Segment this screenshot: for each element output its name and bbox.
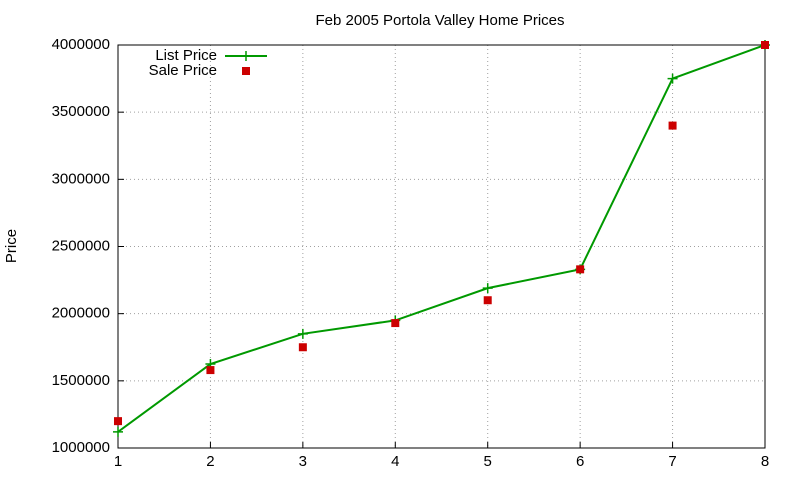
point [113, 426, 123, 437]
point [576, 265, 585, 274]
y-tick-label: 4000000 [52, 36, 110, 53]
legend-marker [241, 51, 251, 61]
x-tick-label: 6 [576, 453, 584, 470]
x-tick-label: 2 [206, 453, 214, 470]
point [391, 319, 400, 328]
chart-title: Feb 2005 Portola Valley Home Prices [315, 12, 564, 29]
point [761, 41, 769, 49]
y-tick-label: 2500000 [52, 237, 110, 254]
y-tick-label: 3000000 [52, 170, 110, 187]
y-tick-label: 1000000 [52, 439, 110, 456]
y-tick-label: 3500000 [52, 103, 110, 120]
point [668, 121, 677, 130]
point [483, 296, 492, 305]
point [297, 328, 308, 339]
series-line [117, 44, 766, 433]
x-tick-label: 7 [668, 453, 676, 470]
legend-label: List Price [155, 47, 217, 64]
point [298, 343, 307, 352]
x-tick-label: 3 [299, 453, 307, 470]
point [667, 73, 678, 84]
point [206, 366, 215, 375]
x-tick-label: 8 [761, 453, 769, 470]
y-axis-label: Price [3, 229, 20, 263]
legend-label: Sale Price [149, 62, 217, 79]
x-tick-label: 1 [114, 453, 122, 470]
x-tick-label: 4 [391, 453, 399, 470]
legend-marker [242, 67, 250, 75]
point [114, 417, 122, 426]
y-tick-label: 1500000 [52, 372, 110, 389]
x-tick-label: 5 [484, 453, 492, 470]
plot-border [117, 44, 766, 449]
point [482, 283, 493, 294]
y-tick-label: 2000000 [52, 305, 110, 322]
